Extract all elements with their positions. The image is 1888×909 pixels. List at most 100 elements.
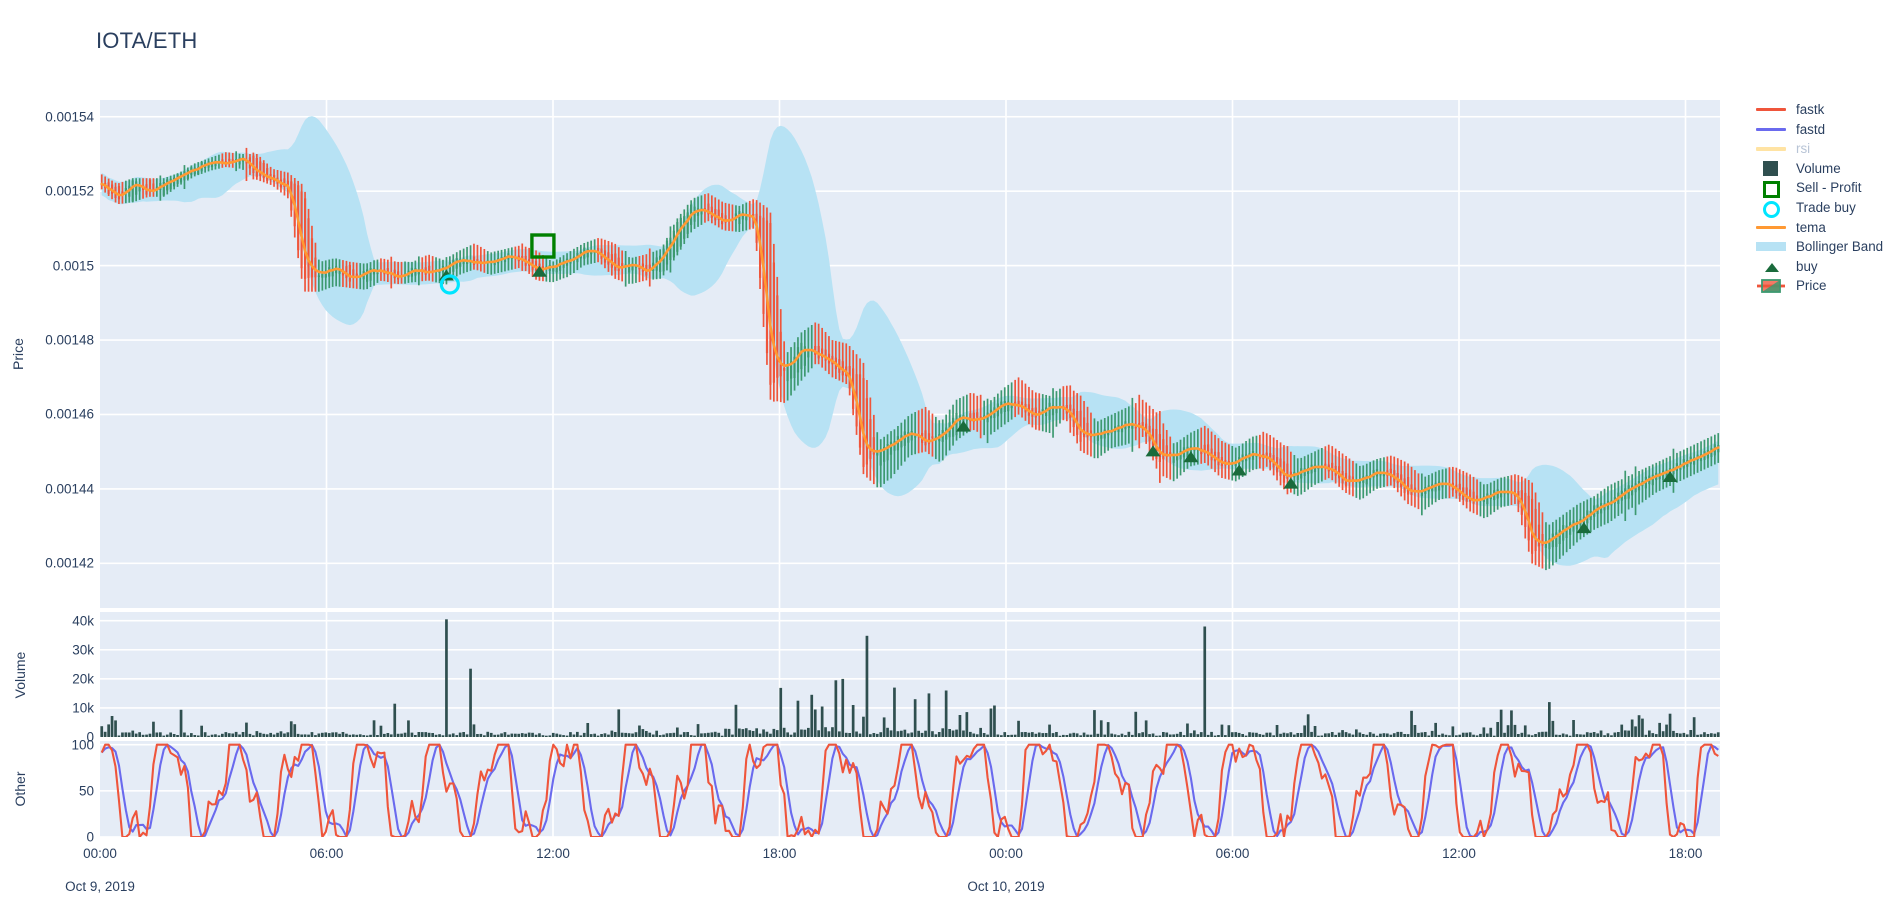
volume-bar [934,734,938,737]
volume-bar [1199,732,1203,737]
volume-bar [314,735,317,737]
volume-bar [186,735,190,737]
volume-bar [693,735,696,737]
volume-bar [1182,735,1186,737]
other-axis-title: Other [12,771,28,807]
volume-bar [827,731,831,737]
square-outline [1763,181,1780,199]
trade-markers [438,233,1678,534]
volume-bar [1006,735,1010,737]
line-swatch [1756,127,1786,131]
volume-bar [679,734,683,737]
volume-bar [365,735,369,737]
volume-bar [1641,718,1644,737]
price-panel[interactable] [100,100,1720,608]
volume-bar [937,732,941,737]
volume-panel[interactable] [100,612,1720,737]
volume-bar [510,733,514,737]
triangle-up [1765,262,1779,272]
volume-bar [1327,733,1331,737]
volume-bar [734,704,738,737]
buy-marker [955,420,971,432]
volume-bar [1341,730,1344,737]
legend-item-price[interactable]: Price [1754,276,1888,296]
volume-bar [710,732,714,737]
volume-bar [610,730,614,737]
volume-bar [1596,733,1599,737]
volume-bar [321,732,324,737]
other-panel[interactable] [100,741,1720,837]
volume-bar [1420,732,1424,737]
legend-label: tema [1796,219,1826,235]
volume-bar [1217,735,1220,737]
volume-bar [145,734,148,737]
volume-bar [1410,710,1413,737]
volume-bar [1051,733,1055,737]
volume-bar [586,723,590,737]
volume-bar [362,735,365,737]
volume-bar [172,734,176,737]
volume-bar [758,733,762,737]
volume-bar [696,724,700,737]
volume-bar [334,732,338,737]
volume-bar [393,703,397,737]
volume-bar [283,733,286,737]
legend-item-sell-profit[interactable]: Sell - Profit [1754,178,1888,199]
volume-bar [1572,720,1575,737]
volume-bar [1413,725,1417,737]
legend-item-rsi[interactable]: rsi [1754,139,1888,159]
volume-bar [772,728,776,737]
volume-bar [1168,734,1172,737]
volume-bar [179,709,183,737]
volume-bar [686,732,689,737]
volume-bar [1699,734,1703,737]
buy-marker [1283,477,1299,489]
volume-bar [993,705,996,737]
legend-item-fastk[interactable]: fastk [1754,100,1888,120]
legend-item-trade-buy[interactable]: Trade buy [1754,198,1888,218]
volume-bar [493,734,496,737]
volume-bar [1348,733,1351,737]
volume-bar [682,732,686,737]
volume-bar [762,729,765,737]
volume-bar [1713,733,1717,737]
legend-item-tema[interactable]: tema [1754,218,1888,238]
volume-bar [265,734,269,737]
legend-item-fastd[interactable]: fastd [1754,120,1888,140]
volume-bar [1668,713,1672,737]
volume-bar [465,734,469,737]
volume-bar [651,734,655,737]
volume-bar [1399,731,1403,737]
volume-bar [1575,734,1579,737]
volume-bar [810,694,814,737]
volume-bar [138,732,141,737]
volume-bar [1403,734,1406,737]
volume-bar [1165,732,1169,737]
volume-bar [196,735,200,737]
legend: fastk fastd rsi Volume Sell - Profit Trade bu… [1754,100,1888,296]
legend-item-bollinger-band[interactable]: Bollinger Band [1754,237,1888,257]
triangle-up-icon [1754,258,1788,276]
volume-bar [1144,720,1148,737]
volume-bar [1268,732,1272,737]
legend-item-buy[interactable]: buy [1754,257,1888,277]
volume-bar [1158,735,1162,737]
volume-bar [1455,735,1458,737]
tema-line [100,157,1720,544]
volume-bar [607,734,610,737]
volume-bar [676,727,679,737]
volume-bar [1565,734,1568,737]
volume-bar [1706,734,1710,737]
buy-marker [1145,445,1161,457]
price-y-tick: 0.00148 [45,332,94,348]
volume-bar [875,733,879,737]
volume-bar [476,734,479,737]
volume-bar [834,680,838,737]
volume-bar [438,734,441,737]
volume-bar [1503,732,1506,737]
volume-bar [1658,722,1661,737]
legend-item-volume[interactable]: Volume [1754,159,1888,179]
volume-bar [203,732,207,737]
volume-bar [1441,733,1444,737]
volume-bar [893,687,896,737]
